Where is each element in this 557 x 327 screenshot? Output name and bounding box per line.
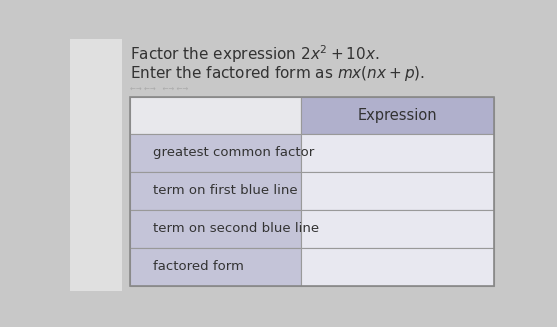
Bar xyxy=(130,172,301,210)
Bar xyxy=(130,248,301,286)
Bar xyxy=(301,97,494,134)
Bar xyxy=(301,172,494,210)
Text: Factor the expression $2x^2 + 10x$.: Factor the expression $2x^2 + 10x$. xyxy=(130,44,380,65)
Bar xyxy=(130,97,494,286)
Bar xyxy=(301,134,494,172)
Text: Enter the factored form as $mx(nx + p)$.: Enter the factored form as $mx(nx + p)$. xyxy=(130,64,425,83)
Text: ←→ ←→   ←→ ←→: ←→ ←→ ←→ ←→ xyxy=(130,86,188,92)
Bar xyxy=(301,210,494,248)
Text: greatest common factor: greatest common factor xyxy=(153,146,315,159)
Text: term on second blue line: term on second blue line xyxy=(153,222,320,235)
Bar xyxy=(130,134,301,172)
Text: factored form: factored form xyxy=(153,260,244,273)
Text: Expression: Expression xyxy=(358,108,437,123)
Bar xyxy=(130,97,301,134)
Bar xyxy=(301,248,494,286)
Bar xyxy=(130,210,301,248)
Bar xyxy=(70,39,123,291)
Text: term on first blue line: term on first blue line xyxy=(153,184,298,197)
